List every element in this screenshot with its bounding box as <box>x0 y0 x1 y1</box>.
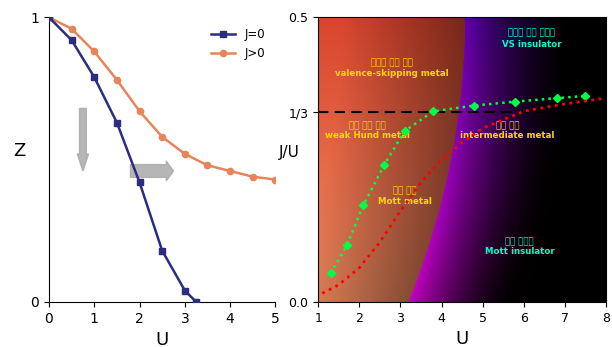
X-axis label: U: U <box>155 331 169 347</box>
Y-axis label: Z: Z <box>13 142 25 160</box>
FancyArrow shape <box>77 108 89 171</box>
Text: 모트 금속: 모트 금속 <box>393 186 416 195</box>
Text: 원자가 결학 금속: 원자가 결학 금속 <box>371 58 413 67</box>
Text: Mott metal: Mott metal <box>378 197 431 206</box>
Text: Mott insulator: Mott insulator <box>485 247 554 256</box>
Text: 모트 절연체: 모트 절연체 <box>506 238 534 247</box>
Text: VS insulator: VS insulator <box>502 40 562 49</box>
Y-axis label: J/U: J/U <box>279 145 300 160</box>
Text: 원자가 결학 절연체: 원자가 결학 절연체 <box>509 29 556 38</box>
Text: weak Hund metal: weak Hund metal <box>325 131 410 139</box>
Text: valence-skipping metal: valence-skipping metal <box>335 69 449 78</box>
Text: 약한 훈트 금속: 약한 훈트 금속 <box>349 121 386 130</box>
FancyArrow shape <box>130 161 174 181</box>
X-axis label: U: U <box>455 330 469 347</box>
Text: intermediate metal: intermediate metal <box>460 131 554 139</box>
Text: 혼성 금속: 혼성 금속 <box>496 121 519 130</box>
Legend: J=0, J>0: J=0, J>0 <box>206 23 269 65</box>
